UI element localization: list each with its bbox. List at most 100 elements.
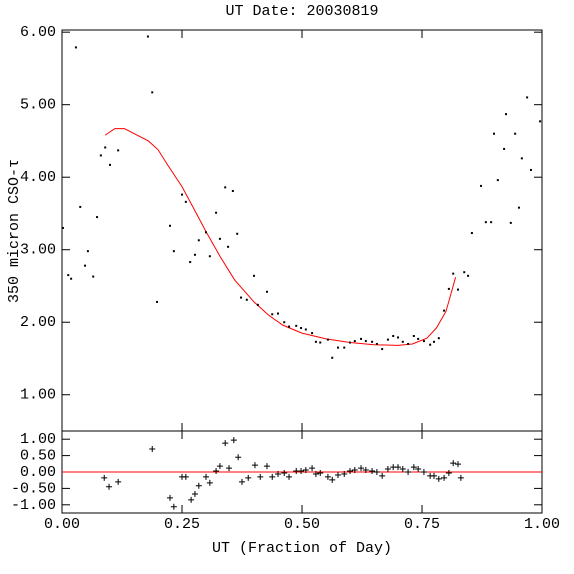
point xyxy=(351,467,358,474)
point xyxy=(167,494,173,501)
point xyxy=(407,342,410,345)
point xyxy=(283,321,286,324)
point xyxy=(96,216,99,219)
point xyxy=(405,469,412,475)
point xyxy=(349,341,351,344)
y-tick-label: 5.00 xyxy=(20,97,56,114)
point xyxy=(520,157,523,160)
point xyxy=(251,462,258,469)
point xyxy=(203,473,209,480)
point xyxy=(360,337,363,340)
point xyxy=(222,440,229,447)
point xyxy=(104,146,107,149)
point xyxy=(329,476,336,483)
point xyxy=(61,226,64,229)
point xyxy=(526,96,529,99)
point xyxy=(371,340,374,343)
point xyxy=(384,466,391,473)
point xyxy=(281,469,288,476)
point xyxy=(231,189,234,192)
point xyxy=(182,473,189,480)
point xyxy=(271,313,274,316)
point xyxy=(309,465,316,472)
point xyxy=(101,474,108,481)
point xyxy=(496,179,499,182)
point xyxy=(447,287,450,290)
point xyxy=(509,221,512,224)
point xyxy=(300,327,303,330)
point xyxy=(480,184,483,187)
point xyxy=(106,483,113,490)
point xyxy=(245,474,252,481)
point xyxy=(429,343,432,346)
point xyxy=(263,463,270,470)
chart-title: UT Date: 20030819 xyxy=(225,3,378,20)
y-tick-label: 4.00 xyxy=(20,169,56,186)
point xyxy=(470,232,473,235)
x-tick-label: 0.50 xyxy=(284,516,320,533)
point xyxy=(412,335,415,338)
point xyxy=(452,272,455,275)
point xyxy=(397,336,399,339)
point xyxy=(431,472,437,479)
point xyxy=(433,340,435,343)
point xyxy=(463,271,466,274)
x-tick-label: 0.75 xyxy=(404,516,440,533)
point xyxy=(172,250,175,253)
point xyxy=(288,325,291,328)
y-tick-label: 0.00 xyxy=(20,464,56,481)
point xyxy=(314,340,317,343)
point xyxy=(302,467,309,474)
point xyxy=(304,328,307,331)
point xyxy=(298,468,305,475)
y-tick-label: 6.00 xyxy=(20,24,56,41)
point xyxy=(539,120,542,123)
point xyxy=(67,274,70,277)
point xyxy=(362,467,369,474)
point xyxy=(335,471,341,478)
y-tick-label: 2.00 xyxy=(20,314,56,331)
top-panel-frame xyxy=(61,29,543,432)
point xyxy=(256,303,259,306)
point xyxy=(375,342,378,345)
point xyxy=(386,338,389,341)
point xyxy=(417,337,420,340)
point xyxy=(317,469,324,476)
point xyxy=(399,466,406,473)
point xyxy=(467,274,470,277)
y-tick-label: 3.00 xyxy=(20,242,56,259)
point xyxy=(169,224,171,227)
point xyxy=(319,341,322,344)
point xyxy=(490,221,493,224)
point xyxy=(381,348,384,351)
point xyxy=(341,470,348,477)
point xyxy=(514,132,517,135)
point xyxy=(79,205,82,208)
point xyxy=(457,474,464,481)
point xyxy=(364,340,367,343)
point xyxy=(415,466,422,473)
point xyxy=(420,469,427,475)
point xyxy=(529,168,532,171)
point xyxy=(195,482,202,489)
point xyxy=(74,46,77,49)
point xyxy=(337,346,339,349)
point xyxy=(70,277,73,280)
point xyxy=(275,470,281,477)
point xyxy=(277,312,279,315)
point xyxy=(326,338,329,341)
point xyxy=(236,232,239,235)
point xyxy=(445,469,452,476)
point xyxy=(115,478,122,485)
point xyxy=(245,298,248,301)
point xyxy=(443,309,446,312)
point xyxy=(215,211,218,214)
point xyxy=(86,250,89,253)
point xyxy=(422,340,425,343)
point xyxy=(188,496,195,503)
point xyxy=(269,473,276,480)
point xyxy=(312,470,319,477)
point xyxy=(226,465,233,472)
x-axis-label: UT (Fraction of Day) xyxy=(212,540,392,557)
point xyxy=(184,200,187,203)
